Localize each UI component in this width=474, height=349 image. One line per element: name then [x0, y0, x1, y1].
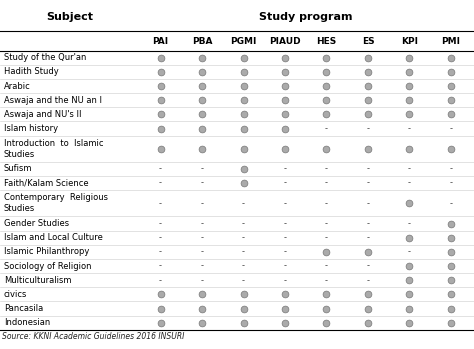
Text: -: -	[325, 179, 328, 188]
Text: -: -	[325, 164, 328, 173]
Text: -: -	[159, 164, 162, 173]
Text: -: -	[201, 164, 203, 173]
Text: -: -	[325, 219, 328, 228]
Text: Islam history: Islam history	[4, 124, 58, 133]
Text: -: -	[201, 261, 203, 270]
Text: -: -	[366, 219, 369, 228]
Text: -: -	[242, 233, 245, 242]
Text: Source: KKNI Academic Guidelines 2016 INSURI: Source: KKNI Academic Guidelines 2016 IN…	[2, 332, 185, 341]
Text: Indonesian: Indonesian	[4, 318, 50, 327]
Text: -: -	[283, 247, 286, 257]
Text: -: -	[408, 219, 411, 228]
Text: -: -	[408, 124, 411, 133]
Text: -: -	[366, 164, 369, 173]
Text: -: -	[242, 276, 245, 285]
Text: ES: ES	[362, 37, 374, 45]
Text: -: -	[283, 179, 286, 188]
Text: -: -	[366, 276, 369, 285]
Text: Subject: Subject	[46, 12, 93, 22]
Text: Multiculturalism: Multiculturalism	[4, 276, 71, 285]
Text: Contemporary  Religious
Studies: Contemporary Religious Studies	[4, 193, 108, 213]
Text: -: -	[366, 179, 369, 188]
Text: -: -	[159, 219, 162, 228]
Text: Aswaja and NU's II: Aswaja and NU's II	[4, 110, 82, 119]
Text: -: -	[283, 261, 286, 270]
Text: -: -	[283, 219, 286, 228]
Text: -: -	[159, 247, 162, 257]
Text: -: -	[325, 233, 328, 242]
Text: -: -	[201, 247, 203, 257]
Text: Aswaja and the NU an I: Aswaja and the NU an I	[4, 96, 102, 105]
Text: KPI: KPI	[401, 37, 418, 45]
Text: PBA: PBA	[192, 37, 212, 45]
Text: -: -	[201, 219, 203, 228]
Text: -: -	[159, 233, 162, 242]
Text: Arabic: Arabic	[4, 82, 30, 90]
Text: -: -	[283, 233, 286, 242]
Text: -: -	[159, 261, 162, 270]
Text: -: -	[366, 261, 369, 270]
Text: Hadith Study: Hadith Study	[4, 67, 59, 76]
Text: -: -	[366, 124, 369, 133]
Text: PIAUD: PIAUD	[269, 37, 301, 45]
Text: -: -	[201, 199, 203, 208]
Text: Introduction  to  Islamic
Studies: Introduction to Islamic Studies	[4, 139, 103, 159]
Text: -: -	[242, 199, 245, 208]
Text: -: -	[283, 199, 286, 208]
Text: Study of the Qur'an: Study of the Qur'an	[4, 53, 86, 62]
Text: Sufism: Sufism	[4, 164, 32, 173]
Text: -: -	[201, 179, 203, 188]
Text: -: -	[159, 179, 162, 188]
Text: -: -	[449, 164, 452, 173]
Text: -: -	[325, 199, 328, 208]
Text: -: -	[159, 276, 162, 285]
Text: -: -	[408, 179, 411, 188]
Text: Study program: Study program	[259, 12, 353, 22]
Text: -: -	[242, 261, 245, 270]
Text: -: -	[242, 247, 245, 257]
Text: Faith/Kalam Science: Faith/Kalam Science	[4, 179, 89, 188]
Text: Islam and Local Culture: Islam and Local Culture	[4, 233, 103, 242]
Text: -: -	[201, 276, 203, 285]
Text: PMI: PMI	[441, 37, 460, 45]
Text: PGMI: PGMI	[230, 37, 257, 45]
Text: Gender Studies: Gender Studies	[4, 219, 69, 228]
Text: -: -	[449, 124, 452, 133]
Text: -: -	[325, 261, 328, 270]
Text: -: -	[366, 199, 369, 208]
Text: -: -	[325, 276, 328, 285]
Text: -: -	[159, 199, 162, 208]
Text: -: -	[201, 233, 203, 242]
Text: -: -	[366, 233, 369, 242]
Text: Pancasila: Pancasila	[4, 304, 43, 313]
Text: -: -	[408, 247, 411, 257]
Text: HES: HES	[316, 37, 337, 45]
Text: -: -	[408, 164, 411, 173]
Text: Islamic Philanthropy: Islamic Philanthropy	[4, 247, 89, 257]
Text: -: -	[242, 219, 245, 228]
Text: Sociology of Religion: Sociology of Religion	[4, 261, 91, 270]
Text: civics: civics	[4, 290, 27, 299]
Text: -: -	[449, 179, 452, 188]
Text: -: -	[283, 276, 286, 285]
Text: -: -	[325, 124, 328, 133]
Text: PAI: PAI	[153, 37, 169, 45]
Text: -: -	[283, 164, 286, 173]
Text: -: -	[449, 199, 452, 208]
